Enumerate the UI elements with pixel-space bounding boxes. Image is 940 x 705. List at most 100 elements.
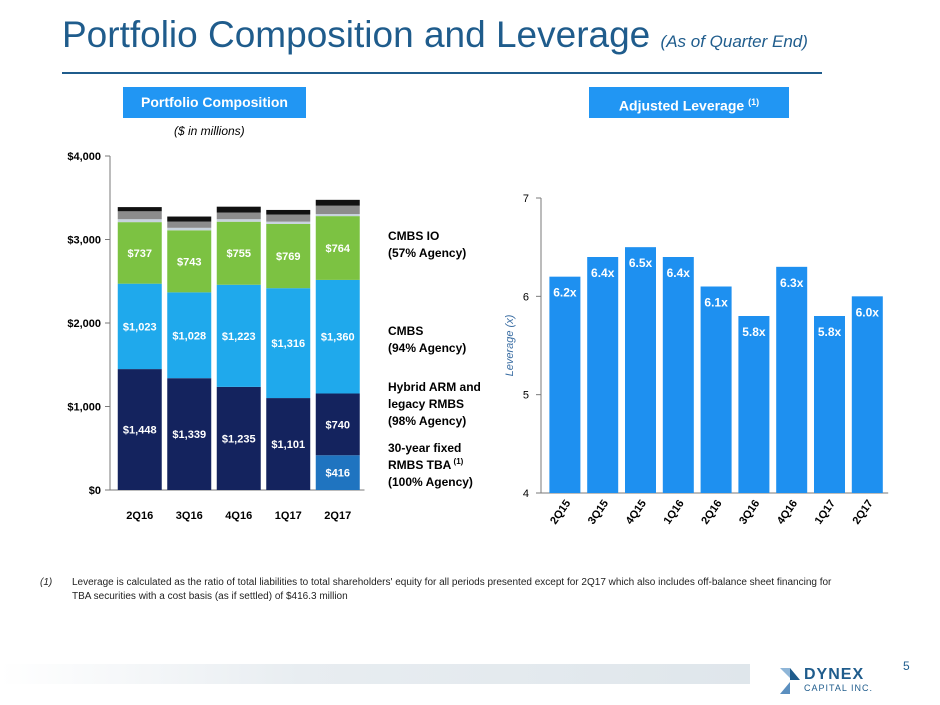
portfolio-bar-label: $1,235 (222, 433, 256, 445)
leverage-y-tick-label: 5 (523, 390, 529, 402)
portfolio-bar-label: $755 (227, 248, 251, 260)
portfolio-y-tick-label: $0 (89, 485, 101, 497)
portfolio-x-tick-label: 2Q16 (126, 510, 153, 522)
logo-name: DYNEX (804, 666, 865, 683)
portfolio-bar-segment (216, 219, 261, 222)
portfolio-y-tick-label: $4,000 (67, 151, 101, 163)
portfolio-bar-segment (167, 230, 212, 293)
portfolio-legend-line: (98% Agency) (388, 414, 466, 428)
leverage-y-axis-title: Leverage (x) (504, 314, 516, 376)
leverage-x-tick-label: 2Q15 (548, 498, 573, 527)
portfolio-bar-segment (266, 398, 311, 490)
portfolio-bar-label: $1,448 (123, 425, 157, 437)
portfolio-bar-segment (315, 199, 360, 206)
leverage-bar (851, 296, 883, 493)
portfolio-bar-segment (117, 219, 162, 223)
dynex-logo-icon (780, 668, 800, 694)
title-text: Portfolio Composition and Leverage (62, 14, 651, 55)
portfolio-bar-segment (266, 214, 311, 222)
portfolio-x-tick-label: 2Q17 (324, 510, 351, 522)
portfolio-bar-label: $1,023 (123, 321, 157, 333)
portfolio-bar-segment (315, 279, 360, 394)
portfolio-bar-label: $1,101 (271, 439, 305, 451)
portfolio-legend-line: RMBS TBA (1) (388, 457, 464, 472)
leverage-x-tick-label: 3Q15 (586, 498, 611, 527)
leverage-x-tick-label: 4Q16 (775, 498, 800, 527)
page-title: Portfolio Composition and Leverage (As o… (62, 14, 808, 56)
portfolio-legend-line: legacy RMBS (388, 397, 464, 411)
portfolio-legend-line: CMBS IO (388, 229, 439, 243)
title-rule (62, 72, 822, 74)
portfolio-bar-segment (266, 288, 311, 399)
portfolio-legend-line: Hybrid ARM and (388, 380, 481, 394)
portfolio-bar-label: $1,339 (172, 429, 206, 441)
portfolio-legend-entry: CMBS IO (57% Agency) (388, 229, 466, 260)
portfolio-bar-segment (117, 283, 162, 370)
leverage-y-tick-label: 7 (523, 193, 529, 205)
leverage-bar (776, 266, 808, 493)
portfolio-legend-sup: (1) (451, 457, 463, 466)
portfolio-bar-segment (216, 206, 261, 213)
leverage-x-tick-label: 3Q16 (737, 498, 762, 527)
portfolio-bar-label: $1,223 (222, 331, 256, 343)
portfolio-legend-entry: Hybrid ARM and legacy RMBS (98% Agency) (388, 380, 481, 428)
portfolio-y-tick-label: $3,000 (67, 235, 101, 247)
units-label: ($ in millions) (174, 124, 245, 138)
portfolio-composition-header: Portfolio Composition (123, 87, 306, 118)
leverage-x-tick-label: 4Q15 (624, 498, 649, 527)
footnote: (1) Leverage is calculated as the ratio … (40, 576, 840, 604)
portfolio-bar-segment (315, 214, 360, 217)
portfolio-x-tick-label: 4Q16 (225, 510, 252, 522)
leverage-x-tick-label: 2Q17 (850, 498, 875, 527)
portfolio-bar-segment (315, 455, 360, 490)
portfolio-bar-segment (216, 212, 261, 220)
portfolio-legend-line: (94% Agency) (388, 341, 466, 355)
portfolio-bar-segment (167, 221, 212, 228)
title-note: (As of Quarter End) (660, 32, 808, 51)
leverage-bar-label: 6.1x (704, 296, 728, 310)
portfolio-bar-label: $1,028 (172, 330, 206, 342)
leverage-bar (700, 286, 732, 493)
portfolio-legend-line: (57% Agency) (388, 246, 466, 260)
portfolio-y-tick-label: $2,000 (67, 318, 101, 330)
portfolio-bar-segment (117, 222, 162, 284)
adjusted-leverage-footnote-ref: (1) (748, 97, 760, 107)
portfolio-bar-segment (315, 393, 360, 456)
logo-subtitle: CAPITAL INC. (804, 683, 874, 693)
portfolio-bar-label: $737 (128, 248, 152, 260)
leverage-bar (625, 247, 656, 493)
portfolio-bar-segment (167, 216, 212, 222)
portfolio-bar-segment (266, 223, 311, 289)
leverage-bar-label: 6.2x (553, 286, 577, 300)
portfolio-bar-label: $740 (326, 419, 350, 431)
portfolio-bar-label: $764 (326, 243, 351, 255)
page-number: 5 (903, 659, 910, 673)
portfolio-legend-line: 30-year fixed (388, 441, 461, 455)
leverage-bar-label: 6.4x (591, 266, 615, 280)
portfolio-bar-segment (117, 369, 162, 490)
portfolio-bar-segment (315, 205, 360, 215)
footnote-text: Leverage is calculated as the ratio of t… (72, 577, 832, 602)
leverage-bar-label: 6.4x (667, 266, 691, 280)
portfolio-legend-entry: CMBS (94% Agency) (388, 324, 466, 355)
leverage-bar (587, 257, 619, 493)
leverage-bar-label: 6.5x (629, 256, 653, 270)
leverage-bar-label: 5.8x (818, 325, 842, 339)
portfolio-y-tick-label: $1,000 (67, 402, 101, 414)
leverage-y-tick-label: 4 (523, 488, 529, 500)
leverage-bar-label: 6.0x (856, 305, 880, 319)
leverage-bar-label: 6.3x (780, 276, 804, 290)
leverage-y-tick-label: 6 (523, 291, 529, 303)
footnote-mark: (1) (40, 577, 53, 588)
portfolio-x-tick-label: 1Q17 (275, 510, 302, 522)
portfolio-legend-line: (100% Agency) (388, 475, 473, 489)
adjusted-leverage-header-text: Adjusted Leverage (618, 97, 745, 114)
portfolio-bar-label: $416 (326, 468, 350, 480)
portfolio-bar-segment (167, 227, 212, 231)
portfolio-bar-segment (266, 209, 311, 215)
portfolio-bar-segment (167, 292, 212, 379)
portfolio-bar-segment (117, 207, 162, 212)
portfolio-composition-header-text: Portfolio Composition (141, 94, 288, 110)
leverage-bar (814, 316, 845, 493)
footer-bar (0, 664, 750, 684)
